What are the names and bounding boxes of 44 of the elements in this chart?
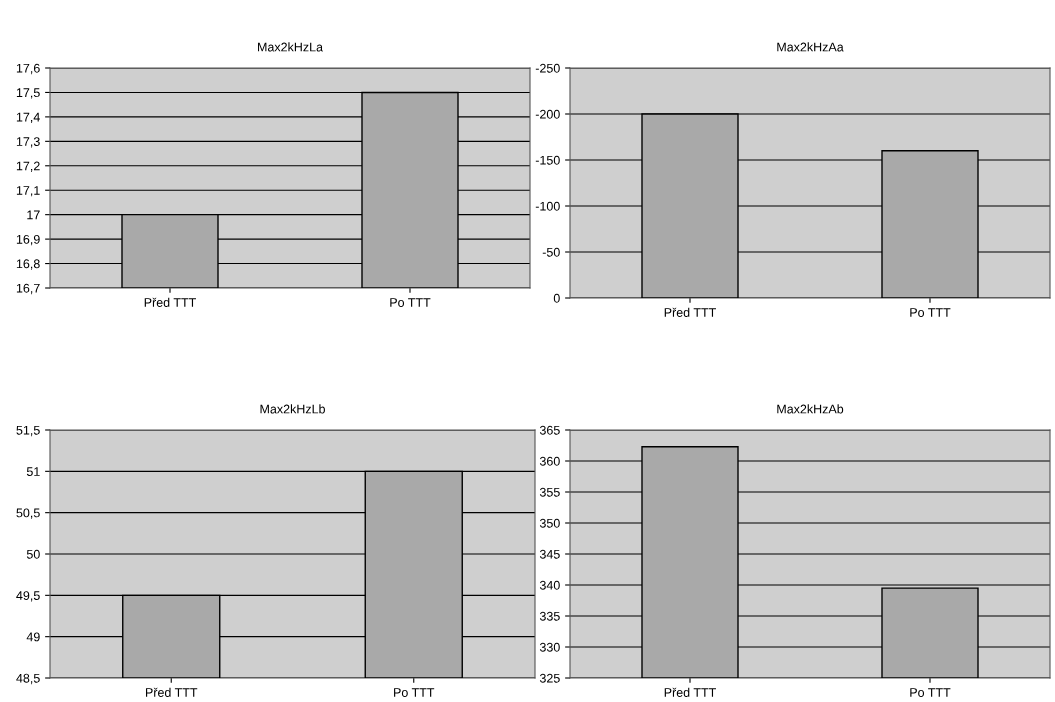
y-tick-label: -250: [535, 63, 560, 73]
y-tick-label: 16,9: [16, 234, 40, 246]
y-tick-label: 360: [539, 456, 560, 466]
y-tick-label: 49: [26, 632, 40, 642]
y-tick-label: 48,5: [16, 673, 40, 685]
y-tick-label: 17,3: [16, 137, 40, 148]
y-tick-label: 340: [539, 580, 560, 590]
y-tick-label: -100: [535, 201, 560, 211]
x-tick-label: Před TTT: [146, 687, 198, 697]
y-tick-label: 51,5: [16, 425, 40, 437]
x-tick-label: Před TTT: [664, 687, 716, 697]
y-tick-label: 17,2: [16, 161, 40, 172]
chart-title: Max2kHzLb: [260, 404, 325, 414]
y-tick-label: 0: [553, 293, 560, 303]
y-tick-label: 17,5: [16, 88, 40, 99]
y-tick-label: 345: [539, 549, 560, 559]
y-tick-label: -50: [542, 247, 560, 257]
y-tick-label: 335: [539, 611, 560, 621]
y-tick-label: 16,8: [16, 259, 40, 270]
y-tick-label: 17,4: [16, 112, 40, 124]
x-tick-label: Po TTT: [910, 308, 951, 317]
x-tick-label: Po TTT: [910, 688, 951, 697]
x-tick-label: Před TTT: [664, 307, 716, 317]
y-tick-label: 355: [539, 487, 560, 497]
y-tick-label: -150: [535, 155, 560, 165]
y-tick-label: 325: [539, 673, 560, 683]
chart-title: Max2kHzAa: [777, 42, 844, 52]
y-tick-label: 17,6: [16, 63, 40, 75]
y-tick-label: 365: [539, 425, 560, 435]
y-tick-label: 50,5: [16, 508, 40, 519]
y-tick-label: 49,5: [16, 591, 40, 602]
y-tick-label: 51: [26, 467, 40, 476]
y-tick-label: 350: [539, 518, 560, 528]
y-tick-label: 17: [27, 210, 40, 220]
y-tick-label: 50: [26, 549, 40, 559]
x-tick-label: Před TTT: [144, 297, 196, 307]
y-tick-label: 17,1: [16, 186, 40, 197]
chart-title: Max2kHzAb: [777, 404, 844, 414]
x-tick-label: Po TTT: [394, 688, 435, 697]
y-tick-label: -200: [535, 109, 560, 119]
chart-title: Max2kHzLa: [258, 42, 323, 52]
y-tick-label: 16,7: [16, 283, 40, 295]
x-tick-label: Po TTT: [390, 298, 431, 307]
y-tick-label: 330: [539, 642, 560, 652]
